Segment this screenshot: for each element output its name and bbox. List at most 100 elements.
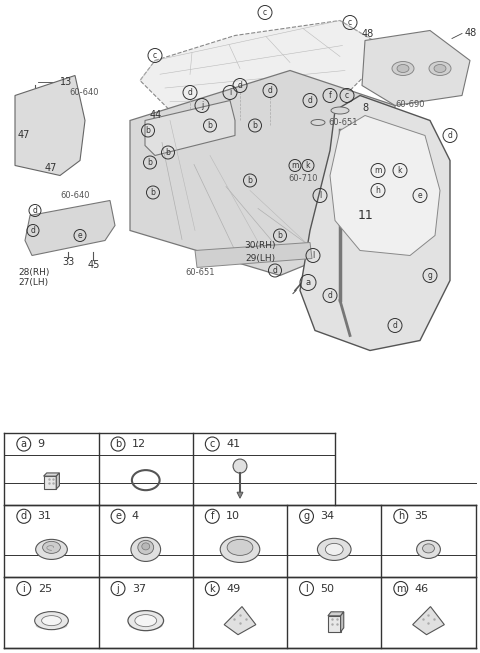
- Ellipse shape: [131, 537, 161, 562]
- Text: d: d: [21, 511, 27, 521]
- Text: h: h: [375, 186, 381, 195]
- Polygon shape: [56, 473, 60, 489]
- Text: d: d: [393, 321, 397, 330]
- Polygon shape: [44, 476, 56, 489]
- Text: d: d: [267, 86, 273, 95]
- Polygon shape: [44, 473, 60, 476]
- Polygon shape: [224, 607, 256, 635]
- Text: f: f: [329, 91, 331, 100]
- Ellipse shape: [36, 622, 67, 629]
- Ellipse shape: [221, 549, 259, 560]
- Text: m: m: [396, 584, 406, 594]
- Polygon shape: [195, 242, 312, 268]
- Ellipse shape: [392, 61, 414, 76]
- Ellipse shape: [317, 538, 351, 560]
- Text: c: c: [348, 18, 352, 27]
- Text: 45: 45: [88, 261, 100, 270]
- Text: 46: 46: [415, 584, 429, 594]
- Polygon shape: [145, 101, 235, 155]
- Text: b: b: [115, 439, 121, 449]
- Text: k: k: [306, 161, 310, 170]
- Ellipse shape: [142, 543, 150, 550]
- Polygon shape: [300, 95, 450, 351]
- Text: j: j: [201, 101, 203, 110]
- Text: b: b: [166, 148, 170, 157]
- Polygon shape: [130, 71, 395, 276]
- Text: 28(RH): 28(RH): [18, 268, 49, 277]
- Text: b: b: [151, 188, 156, 197]
- Text: 60-710: 60-710: [288, 174, 317, 183]
- Text: c: c: [153, 51, 157, 60]
- Text: g: g: [428, 271, 432, 280]
- Text: f: f: [211, 511, 214, 521]
- Text: d: d: [33, 206, 37, 215]
- Text: 12: 12: [132, 439, 146, 449]
- Text: 31: 31: [37, 511, 52, 521]
- Text: 34: 34: [320, 511, 335, 521]
- Text: a: a: [21, 439, 27, 449]
- Ellipse shape: [36, 539, 67, 560]
- Text: 9: 9: [37, 439, 45, 449]
- Text: 8: 8: [362, 103, 368, 114]
- Text: d: d: [273, 266, 277, 275]
- Polygon shape: [362, 31, 470, 106]
- Ellipse shape: [311, 119, 325, 125]
- Text: c: c: [210, 439, 215, 449]
- Ellipse shape: [422, 544, 434, 553]
- Text: b: b: [207, 121, 213, 130]
- Text: 41: 41: [226, 439, 240, 449]
- Text: 10: 10: [226, 511, 240, 521]
- Text: d: d: [327, 291, 333, 300]
- Polygon shape: [328, 616, 341, 632]
- Text: 29(LH): 29(LH): [245, 254, 275, 263]
- Text: m: m: [374, 166, 382, 175]
- Polygon shape: [413, 607, 444, 635]
- Text: 49: 49: [226, 584, 240, 594]
- Polygon shape: [15, 76, 85, 176]
- Text: 30(RH): 30(RH): [244, 241, 276, 250]
- Ellipse shape: [429, 61, 451, 76]
- Text: b: b: [277, 231, 282, 240]
- Text: 13: 13: [60, 78, 72, 88]
- Ellipse shape: [417, 541, 440, 558]
- Text: c: c: [345, 91, 349, 100]
- Ellipse shape: [35, 612, 68, 629]
- Text: i: i: [229, 88, 231, 97]
- Text: 60-640: 60-640: [69, 88, 98, 97]
- Ellipse shape: [43, 541, 60, 553]
- Polygon shape: [140, 20, 390, 121]
- Text: g: g: [303, 511, 310, 521]
- Text: h: h: [397, 511, 404, 521]
- Text: 27(LH): 27(LH): [18, 278, 48, 287]
- Text: b: b: [145, 126, 150, 135]
- Text: e: e: [78, 231, 82, 240]
- Text: a: a: [305, 278, 311, 287]
- Text: k: k: [398, 166, 402, 175]
- Text: l: l: [312, 251, 314, 260]
- Polygon shape: [330, 116, 440, 255]
- Text: c: c: [263, 8, 267, 17]
- Ellipse shape: [331, 107, 349, 114]
- Ellipse shape: [135, 614, 156, 627]
- Text: e: e: [418, 191, 422, 200]
- Ellipse shape: [220, 536, 260, 562]
- Text: d: d: [188, 88, 192, 97]
- Text: 35: 35: [415, 511, 429, 521]
- Polygon shape: [328, 612, 344, 616]
- Ellipse shape: [128, 611, 164, 631]
- Ellipse shape: [397, 65, 409, 72]
- Text: j: j: [117, 584, 120, 594]
- Text: 47: 47: [45, 163, 58, 174]
- Text: 60-690: 60-690: [395, 100, 424, 109]
- Text: 48: 48: [465, 29, 477, 39]
- Text: e: e: [115, 511, 121, 521]
- Polygon shape: [25, 200, 115, 255]
- Ellipse shape: [325, 543, 343, 556]
- Text: 60-651: 60-651: [328, 118, 358, 127]
- Text: l: l: [319, 191, 321, 200]
- Text: 37: 37: [132, 584, 146, 594]
- Polygon shape: [341, 612, 344, 632]
- Text: k: k: [209, 584, 215, 594]
- Text: d: d: [238, 81, 242, 90]
- Text: 44: 44: [150, 110, 162, 121]
